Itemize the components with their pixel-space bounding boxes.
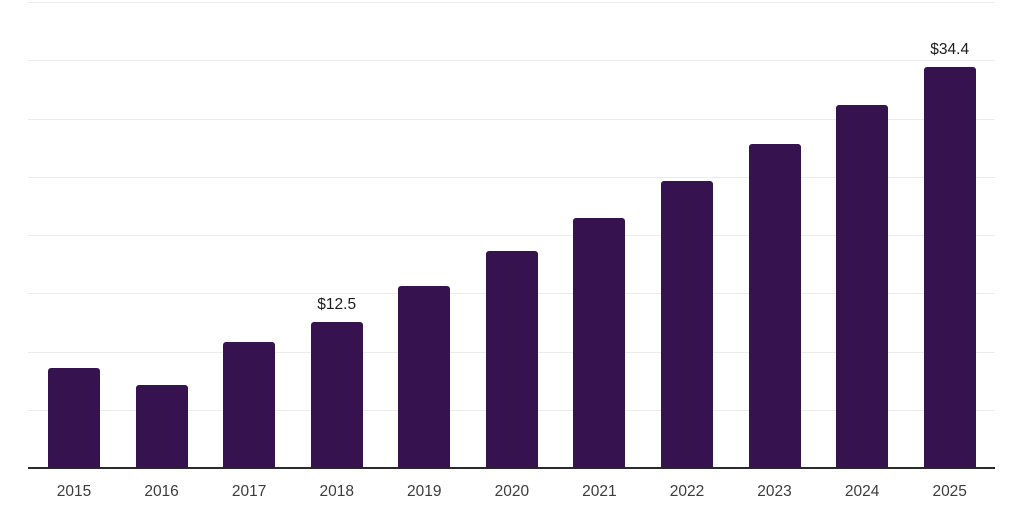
x-tick-label-2021: 2021	[582, 483, 617, 500]
x-axis-line	[28, 467, 995, 469]
x-tick-label-2025: 2025	[932, 483, 967, 500]
gridline-20	[28, 235, 995, 236]
x-tick-label-2018: 2018	[319, 483, 354, 500]
data-label-2018: $12.5	[317, 296, 357, 314]
x-tick-label-2016: 2016	[144, 483, 179, 500]
bar-2016	[135, 385, 188, 468]
gridline-40	[28, 2, 995, 3]
bar-2023	[748, 144, 801, 468]
bar-2021	[573, 217, 626, 468]
x-tick-label-2017: 2017	[231, 483, 267, 500]
bar-2025	[923, 67, 976, 468]
bar-2024	[836, 104, 889, 468]
x-tick-label-2022: 2022	[669, 483, 705, 500]
gridline-25	[28, 176, 995, 178]
data-label-2025: $34.4	[930, 41, 970, 59]
x-tick-label-2019: 2019	[407, 483, 442, 500]
bar-2015	[48, 367, 100, 468]
bar-2022	[660, 181, 713, 468]
bar-2020	[485, 251, 538, 468]
x-tick-label-2024: 2024	[844, 483, 880, 500]
bar-2017	[223, 342, 276, 468]
bar-2018	[310, 322, 363, 468]
x-tick-label-2020: 2020	[494, 483, 530, 500]
x-tick-label-2015: 2015	[56, 483, 92, 500]
bar-2019	[398, 286, 451, 468]
gridline-30	[28, 118, 995, 120]
x-tick-label-2023: 2023	[757, 483, 792, 500]
gridline-35	[28, 60, 995, 62]
